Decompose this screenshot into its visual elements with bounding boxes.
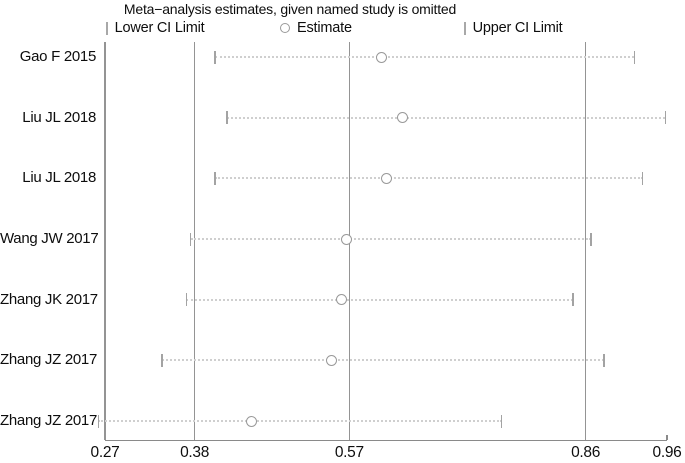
ci-dotted-line [190, 238, 592, 240]
study-label: Wang JW 2017 [0, 230, 99, 247]
ci-dotted-line [214, 177, 643, 180]
upper-ci-tick [664, 111, 667, 125]
study-label: Zhang JZ 2017 [0, 412, 97, 429]
estimate-marker-icon [280, 23, 290, 33]
upper-ci-tick [572, 293, 575, 307]
lower-ci-tick [214, 171, 216, 185]
study-label: Gao F 2015 [19, 48, 97, 65]
axis-frame-left-line [104, 42, 106, 440]
legend-label-lower-ci: Lower CI Limit [114, 20, 205, 36]
plot-area [97, 42, 668, 441]
reference-line-lower-ci [193, 42, 196, 440]
upper-ci-tick [500, 414, 503, 428]
upper-ci-marker-icon [464, 21, 466, 35]
lower-ci-marker-icon [106, 21, 108, 35]
x-tick-label: 0.96 [652, 444, 682, 461]
ci-dotted-line [214, 56, 635, 58]
estimate-circle [376, 51, 388, 63]
lower-ci-tick [97, 414, 100, 428]
chart-title: Meta−analysis estimates, given named stu… [123, 1, 457, 17]
legend: Lower CI Limit Estimate Upper CI Limit [0, 19, 685, 37]
legend-label-estimate: Estimate [297, 20, 352, 36]
estimate-circle [380, 172, 392, 184]
upper-ci-tick [603, 353, 606, 367]
legend-item-estimate: Estimate [280, 19, 352, 37]
lower-ci-tick [185, 293, 188, 307]
upper-ci-tick [633, 50, 636, 64]
estimate-circle [246, 415, 258, 427]
legend-label-upper-ci: Upper CI Limit [472, 20, 563, 36]
ci-dotted-line [162, 359, 605, 362]
estimate-circle [341, 233, 353, 245]
x-tick-label: 0.86 [571, 444, 601, 461]
study-label: Liu JL 2018 [22, 108, 96, 126]
estimate-circle [396, 112, 408, 124]
x-tick-label: 0.57 [334, 444, 364, 461]
estimate-circle [335, 294, 347, 306]
x-axis-labels: 0.27 0.38 0.57 0.86 0.96 [0, 444, 685, 463]
lower-ci-tick [226, 111, 228, 125]
upper-ci-tick [590, 232, 593, 246]
legend-item-upper-ci: Upper CI Limit [464, 19, 563, 37]
lower-ci-tick [214, 50, 216, 64]
lower-ci-tick [189, 232, 192, 246]
reference-line-upper-ci [584, 42, 587, 440]
upper-ci-tick [641, 171, 644, 185]
legend-item-lower-ci: Lower CI Limit [106, 19, 205, 37]
x-tick-label: 0.27 [90, 444, 120, 461]
study-labels-column: Gao F 2015 Liu JL 2018 Liu JL 2018 Wang JW … [0, 0, 99, 463]
estimate-circle [325, 354, 337, 366]
study-label: Zhang JZ 2017 [0, 351, 97, 369]
study-label: Liu JL 2018 [22, 169, 96, 187]
ci-dotted-line [98, 420, 502, 422]
study-label: Zhang JK 2017 [0, 290, 98, 308]
ci-dotted-line [186, 298, 574, 301]
lower-ci-tick [161, 353, 163, 367]
x-tick-label: 0.38 [180, 444, 210, 461]
x-axis-end-tick [666, 435, 668, 440]
ci-dotted-line [227, 116, 666, 119]
